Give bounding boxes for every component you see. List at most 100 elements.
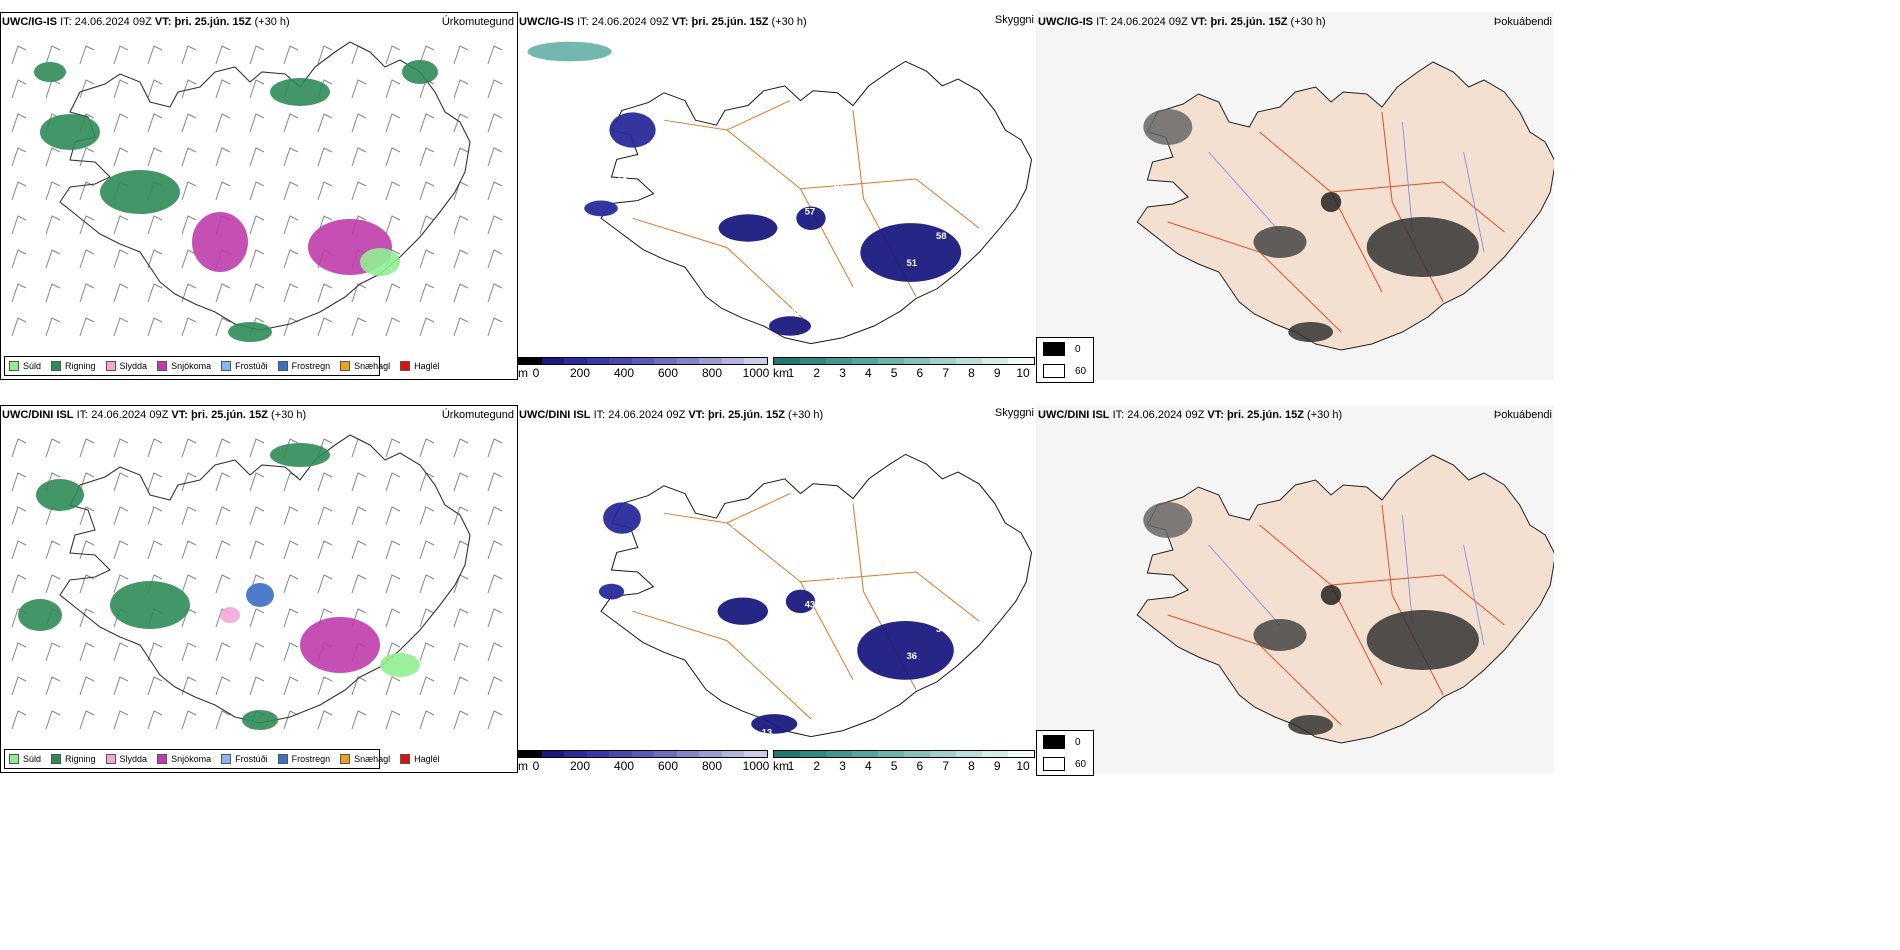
ceiling-value-label: 59 [703,155,714,165]
visibility-colorbar-row1: km 1 2 3 4 5 6 7 8 9 10 [773,357,1035,381]
ceiling-value-label: 43 [805,600,816,610]
low-ceiling-area [860,223,962,282]
precip-area [40,114,100,150]
legend-swatch [221,754,232,764]
ceiling_legend-tick-label: 400 [613,759,635,773]
legend-label: Rigning [65,361,96,371]
road-network [632,493,980,720]
legend-label: Frostregn [291,361,331,371]
ceiling_legend-tick-label: 0 [532,366,540,380]
ceiling-map-row1: 72 59 57 51 46 61 37 58 51 37 29 22 32 35 13 28 [527,41,1033,345]
road-network [632,100,980,327]
low-ceiling-area [769,316,811,336]
legend-swatch [400,754,411,764]
legend-label: Slydda [119,361,148,371]
precip-legend-item: Snæhagl [340,361,390,371]
ceiling-title-row2: UWC/DINI ISL IT: 24.06.2024 09Z VT: þri.… [519,409,824,421]
legend-swatch [277,754,288,764]
precip-area [380,653,420,677]
low-ceiling-area [796,206,826,230]
legend-label: Frostregn [291,754,331,764]
legend-swatch [105,361,116,371]
fog-map-row2 [1036,405,1554,773]
ceiling-value-label: 51 [660,283,671,293]
fog-product-label-row1: Þokuábendi [1493,16,1552,28]
ceiling-value-label: 36 [907,652,918,662]
ceiling_legend-tick-label: 1000 [742,759,770,773]
low-ceiling-area [751,714,798,734]
precip-legend-item: Slydda [105,754,147,764]
ceiling-panel-row2: 49 43 43 36 35 27 28 34 16 13 UWC/DINI ISL IT: 24… [518,405,1036,773]
ceiling-value-label: 49 [601,496,612,506]
fog-area [1253,619,1307,651]
precip-title-row1: UWC/IG-IS IT: 24.06.2024 09Z VT: þri. 25… [2,16,290,28]
ceiling-colorbar-row2: m 0 200 400 600 800 1000 [518,750,770,774]
legend-swatch [1043,342,1065,356]
legend-label: Rigning [65,754,96,764]
fog-title-row2: UWC/DINI ISL IT: 24.06.2024 09Z VT: þri.… [1038,409,1343,421]
fog-area [1320,585,1342,605]
precip-area [402,60,438,84]
ceiling_legend-tick-label: 600 [657,759,679,773]
ceiling-value-label: 46 [630,310,641,320]
low-ceiling-area [527,41,612,62]
legend-swatch [9,754,19,764]
legend-label: Snjókoma [171,361,212,371]
iceland-coastline [600,60,1033,345]
visibility_legend-tick-label: 5 [890,366,898,380]
ceiling-colorbar-row1: m 0 200 400 600 800 1000 [518,357,770,381]
ceiling_legend-tick-label: 0 [532,759,540,773]
precip-legend-item: Rigning [51,754,96,764]
precip-legend-item: Haglél [400,361,440,371]
precip-legend-item: Slydda [105,361,148,371]
low-ceiling-area [717,597,768,625]
legend-label: 60 [1075,365,1087,377]
precip-legend-item: Súld [9,361,41,371]
precip-title-row2: UWC/DINI ISL IT: 24.06.2024 09Z VT: þri.… [2,409,307,421]
visibility_legend-tick-label: 3 [839,366,846,380]
precip-legend-row2: Súld Rigning Slydda Snjókoma Frostúði Frostre… [4,749,440,769]
ceiling_legend-tick-label: 800 [701,366,723,380]
ceiling-product-label-row2: Skyggni [994,407,1034,419]
low-ceiling-area [603,502,641,534]
legend-label: 60 [1075,758,1087,770]
low-ceiling-area [609,112,656,148]
wind-barbs [11,45,503,337]
visibility_legend-tick-label: 5 [890,759,898,773]
legend-swatch [221,361,232,371]
fog-area [1366,610,1479,670]
precip-area [36,479,84,511]
legend-swatch [277,361,288,371]
fog-area [1143,502,1193,538]
legend-label: Frostúði [235,361,268,371]
ceiling-value-label: 61 [732,127,743,137]
precip-legend-item: Frostregn [277,754,331,764]
legend-label: Snjókoma [171,754,212,764]
ceiling-value-label: 58 [936,231,947,241]
visibility_legend-tick-label: 10 [1016,366,1030,380]
precip-area [34,62,66,82]
visibility_legend-unit-label: km [773,759,789,773]
ceiling-value-label: 16 [660,676,671,686]
legend-swatch [1043,735,1065,749]
ceiling-value-label: 28 [617,176,628,186]
low-ceiling-area [598,583,625,600]
ceiling-value-label: 43 [703,548,714,558]
ceiling_legend-tick-label: 800 [701,759,723,773]
ceiling_legend-tick-label: 400 [613,366,635,380]
fog-legend-item: 0 [1043,342,1081,356]
ceiling_legend-tick-label: 1000 [742,366,770,380]
ceiling-value-label: 28 [834,572,845,582]
precip-legend-item: Haglél [400,754,440,764]
precip-area [300,617,380,673]
precip-map-row1 [11,41,503,342]
legend-label: 0 [1075,736,1081,748]
precip-area [220,607,240,623]
precip-legend-item: Rigning [51,361,96,371]
legend-swatch [340,361,351,371]
legend-label: Snæhagl [354,754,391,764]
precip-area [18,599,62,631]
visibility_legend-tick-label: 7 [942,366,949,380]
legend-swatch [9,361,19,371]
ceiling-product-label-row1: Skyggni [994,14,1034,26]
